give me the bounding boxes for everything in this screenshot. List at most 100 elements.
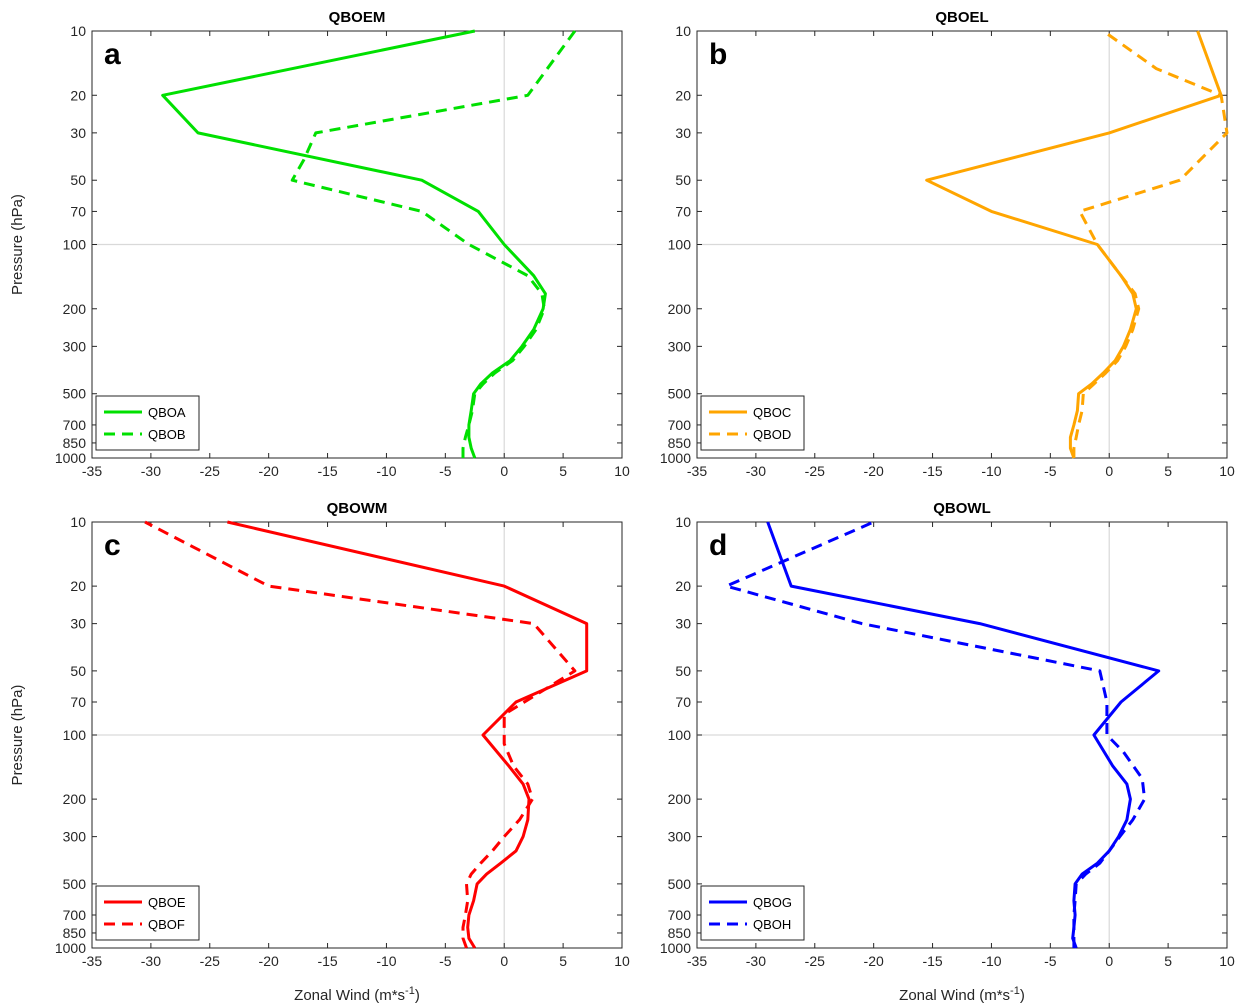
x-tick-label: -5	[439, 953, 452, 969]
legend-label-qbob: QBOB	[148, 427, 186, 442]
series-line-qboc	[925, 30, 1223, 459]
y-tick-label: 300	[668, 829, 692, 845]
y-tick-label: 500	[63, 386, 87, 402]
y-tick-label: 850	[63, 435, 87, 451]
y-tick-label: 10	[70, 514, 86, 530]
x-tick-label: -15	[922, 953, 942, 969]
x-tick-label: 5	[559, 463, 567, 479]
y-tick-label: 30	[675, 616, 691, 632]
panels-group: -35 -30 -25 -20 -15 -10 -5 0 5 101020305070100200…	[9, 9, 1235, 1004]
x-tick-label: -25	[805, 953, 825, 969]
series-line-qbog	[766, 521, 1161, 949]
y-tick-label: 30	[70, 125, 86, 141]
x-tick-label: -20	[864, 463, 884, 479]
series-line-qbob	[290, 30, 577, 458]
y-tick-label: 50	[70, 663, 86, 679]
y-tick-label: 10	[675, 514, 691, 530]
x-tick-label: -35	[82, 463, 102, 479]
x-tick-label: -15	[317, 463, 337, 479]
legend-label-qboh: QBOH	[753, 917, 791, 932]
y-tick-label: 70	[675, 694, 691, 710]
x-tick-label: 5	[1164, 953, 1172, 969]
x-tick-label: -15	[317, 953, 337, 969]
x-tick-label: 0	[1105, 463, 1113, 479]
legend: QBOA QBOB	[95, 395, 200, 451]
y-tick-label: 500	[668, 386, 692, 402]
y-tick-label: 200	[63, 791, 87, 807]
x-tick-label: 10	[1219, 953, 1235, 969]
y-tick-label: 200	[668, 791, 692, 807]
y-tick-label: 850	[668, 435, 692, 451]
panel-letter: a	[104, 38, 121, 71]
legend: QBOE QBOF	[95, 885, 200, 941]
x-tick-label: 5	[1164, 463, 1172, 479]
y-tick-label: 200	[668, 301, 692, 317]
y-tick-label: 700	[63, 907, 87, 923]
x-tick-label: 0	[1105, 953, 1113, 969]
y-tick-label: 700	[668, 907, 692, 923]
legend: QBOC QBOD	[700, 395, 805, 451]
y-tick-label: 50	[70, 172, 86, 188]
panel-letter: c	[104, 529, 121, 562]
x-tick-label: 10	[1219, 463, 1235, 479]
legend-box	[700, 885, 805, 941]
y-tick-label: 20	[70, 578, 86, 594]
x-tick-label: 10	[614, 463, 630, 479]
legend-label-qboc: QBOC	[753, 405, 791, 420]
x-tick-label: 5	[559, 953, 567, 969]
series-line-qbod	[1072, 29, 1229, 458]
x-tick-label: -20	[259, 953, 279, 969]
y-tick-label: 70	[70, 203, 86, 219]
y-tick-label: 50	[675, 172, 691, 188]
legend-label-qbof: QBOF	[148, 917, 185, 932]
y-tick-label: 500	[668, 876, 692, 892]
x-tick-label: -20	[259, 463, 279, 479]
x-tick-label: 0	[500, 463, 508, 479]
series-line-qboh	[724, 520, 1147, 948]
x-tick-label: -25	[805, 463, 825, 479]
x-tick-label: -35	[82, 953, 102, 969]
legend-box	[700, 395, 805, 451]
panel-title: QBOEM	[329, 9, 386, 26]
y-tick-label: 700	[63, 417, 87, 433]
x-axis-label: Zonal Wind (m*s-1)	[294, 985, 420, 1004]
y-tick-label: 300	[63, 829, 87, 845]
y-tick-label: 70	[70, 694, 86, 710]
y-tick-label: 300	[668, 338, 692, 354]
legend-box	[95, 395, 200, 451]
y-tick-label: 100	[668, 727, 692, 743]
legend-label-qboe: QBOE	[148, 895, 186, 910]
y-axis-label: Pressure (hPa)	[9, 685, 26, 786]
y-tick-label: 100	[63, 237, 87, 253]
x-tick-label: -35	[687, 953, 707, 969]
y-tick-label: 1000	[55, 940, 86, 956]
y-tick-label: 500	[63, 876, 87, 892]
y-tick-label: 70	[675, 203, 691, 219]
y-tick-label: 200	[63, 301, 87, 317]
series-line-qbof	[144, 520, 577, 949]
panel-a: -35 -30 -25 -20 -15 -10 -5 0 5 10 10 20 30 50 70 100 200…	[9, 9, 630, 479]
legend-label-qboa: QBOA	[148, 405, 186, 420]
y-tick-label: 20	[675, 578, 691, 594]
x-tick-label: -5	[1044, 953, 1057, 969]
x-tick-label: -10	[981, 953, 1001, 969]
y-tick-label: 850	[63, 925, 87, 941]
x-tick-label: -25	[200, 953, 220, 969]
legend-label-qbod: QBOD	[753, 427, 791, 442]
y-tick-label: 1000	[660, 450, 691, 466]
y-tick-label: 10	[70, 23, 86, 39]
x-tick-label: -10	[376, 463, 396, 479]
legend-box	[95, 885, 200, 941]
y-axis-label: Pressure (hPa)	[9, 194, 26, 295]
y-tick-label: 100	[668, 237, 692, 253]
y-tick-label: 100	[63, 727, 87, 743]
y-tick-label: 50	[675, 663, 691, 679]
x-tick-label: -30	[141, 463, 161, 479]
panel-title: QBOEL	[935, 9, 988, 26]
y-tick-label: 1000	[55, 450, 86, 466]
x-tick-label: -5	[1044, 463, 1057, 479]
x-axis-label: Zonal Wind (m*s-1)	[899, 985, 1025, 1004]
y-tick-label: 850	[668, 925, 692, 941]
x-tick-label: -30	[746, 463, 766, 479]
